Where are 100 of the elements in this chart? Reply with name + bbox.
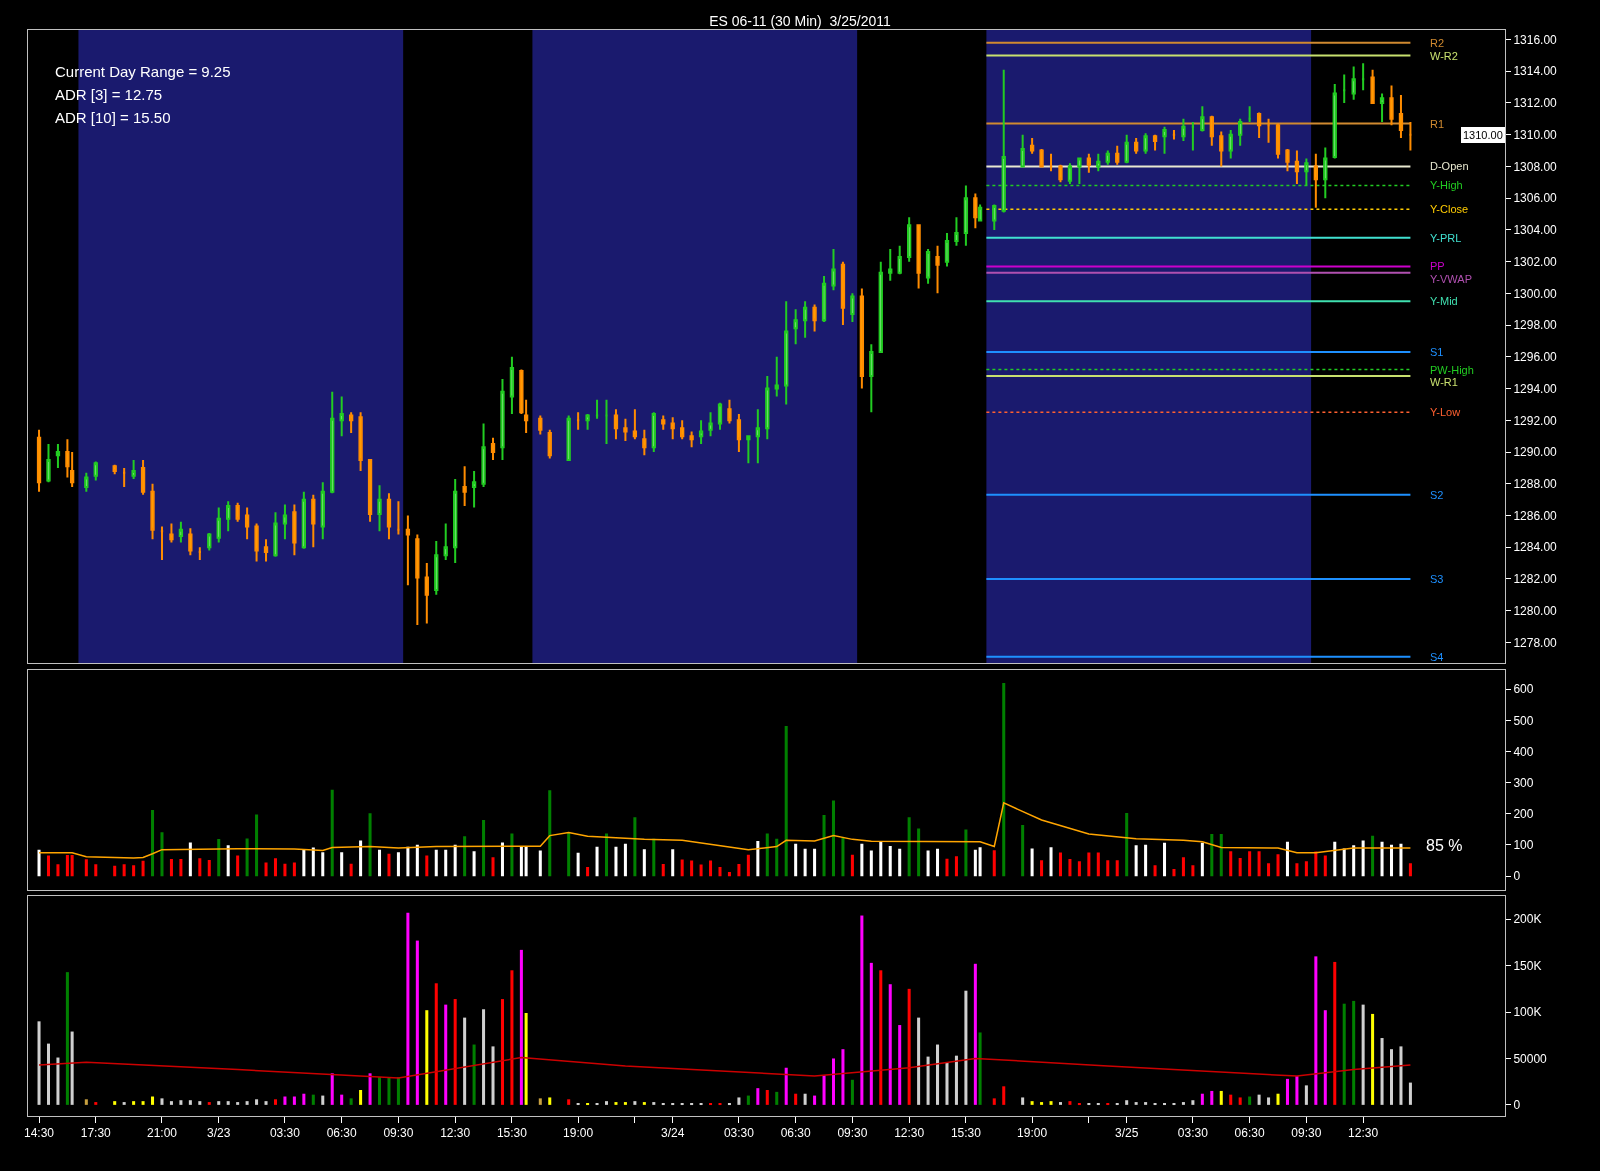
candlestick bbox=[1105, 149, 1110, 166]
x-tick-label: 03:30 bbox=[269, 1126, 301, 1141]
bar bbox=[84, 859, 88, 877]
candlestick bbox=[1238, 117, 1243, 147]
candlestick bbox=[1294, 149, 1300, 185]
bar bbox=[1408, 863, 1412, 877]
candlestick bbox=[765, 374, 770, 441]
candlestick bbox=[585, 412, 590, 431]
ref-line-label: Y-Low bbox=[1430, 406, 1461, 418]
bar bbox=[273, 1099, 277, 1105]
candlestick bbox=[453, 478, 458, 565]
bar bbox=[1304, 861, 1308, 877]
x-tick-label: 06:30 bbox=[1234, 1126, 1265, 1141]
bar bbox=[207, 1102, 211, 1105]
candlestick bbox=[977, 203, 983, 222]
bar bbox=[841, 1049, 845, 1105]
candlestick bbox=[1124, 133, 1129, 165]
bar bbox=[434, 983, 438, 1105]
candlestick bbox=[273, 511, 278, 558]
y-tick-label: 1296.00 bbox=[1513, 350, 1558, 365]
candlestick bbox=[46, 443, 51, 484]
candlestick bbox=[575, 411, 581, 431]
bar bbox=[122, 1102, 126, 1105]
bar bbox=[964, 829, 968, 877]
bar bbox=[775, 1091, 779, 1105]
x-tick-label: 03:30 bbox=[1177, 1126, 1209, 1141]
bar bbox=[141, 1101, 145, 1105]
bar bbox=[850, 1079, 854, 1105]
candlestick bbox=[916, 224, 921, 290]
y-tick-label: 1314.00 bbox=[1513, 64, 1558, 79]
candlestick bbox=[424, 562, 429, 625]
bar bbox=[37, 849, 41, 877]
bar bbox=[794, 1093, 798, 1105]
bar bbox=[1002, 1086, 1006, 1105]
bar bbox=[396, 852, 400, 877]
candlestick bbox=[1020, 133, 1025, 168]
candlestick bbox=[481, 422, 486, 488]
ref-line-label: Y-High bbox=[1430, 179, 1463, 191]
bar bbox=[283, 863, 287, 877]
x-tick-label: 15:30 bbox=[496, 1126, 528, 1141]
bar bbox=[614, 1102, 618, 1105]
candlestick bbox=[604, 398, 609, 446]
candlestick bbox=[1096, 152, 1101, 173]
bar bbox=[1087, 1103, 1091, 1106]
bar bbox=[1295, 1076, 1299, 1105]
ref-line-label: Y-Close bbox=[1430, 203, 1469, 215]
candlestick bbox=[1133, 136, 1139, 155]
bar bbox=[378, 1077, 382, 1105]
candlestick bbox=[547, 428, 552, 460]
y-tick-label: 1304.00 bbox=[1513, 223, 1558, 238]
bar bbox=[46, 1043, 51, 1105]
candlestick bbox=[992, 203, 997, 231]
candlestick bbox=[415, 533, 420, 626]
bar bbox=[169, 1101, 173, 1105]
y-tick-label: 200K bbox=[1513, 912, 1542, 927]
y-tick-label: 1280.00 bbox=[1513, 603, 1558, 618]
bar bbox=[879, 970, 883, 1105]
bar bbox=[926, 850, 930, 877]
bar bbox=[690, 1103, 694, 1106]
bar bbox=[813, 1095, 817, 1105]
x-tick-label: 06:30 bbox=[780, 1126, 811, 1141]
bar bbox=[340, 1094, 344, 1105]
candlestick bbox=[471, 470, 477, 509]
y-tick-label: 1292.00 bbox=[1513, 413, 1558, 428]
y-tick-label: 0 bbox=[1513, 1098, 1521, 1113]
candlestick bbox=[661, 414, 666, 431]
candlestick bbox=[1152, 133, 1158, 152]
bar bbox=[160, 1098, 164, 1105]
ref-line-label: Y-Mid bbox=[1430, 295, 1458, 307]
y-tick-label: 300 bbox=[1513, 775, 1534, 790]
candlestick bbox=[1370, 68, 1375, 104]
bar bbox=[907, 988, 911, 1105]
x-tick-label: 17:30 bbox=[80, 1126, 112, 1141]
candlestick bbox=[566, 414, 571, 461]
bar bbox=[368, 1073, 372, 1105]
bar bbox=[822, 815, 826, 877]
bar bbox=[406, 846, 410, 877]
bar bbox=[888, 845, 892, 877]
bar bbox=[709, 860, 713, 877]
bar bbox=[500, 842, 504, 877]
bar bbox=[1115, 860, 1119, 877]
bar bbox=[1125, 1100, 1129, 1105]
candlestick bbox=[216, 506, 221, 544]
bar bbox=[1248, 1096, 1252, 1105]
candlestick bbox=[292, 503, 297, 557]
bar bbox=[1172, 1103, 1176, 1106]
candlestick bbox=[396, 500, 401, 536]
candlestick bbox=[1029, 136, 1035, 155]
bar bbox=[1200, 1093, 1204, 1105]
bar bbox=[434, 849, 438, 877]
candlestick bbox=[973, 192, 978, 230]
candlestick bbox=[1351, 65, 1356, 101]
candlestick bbox=[140, 458, 146, 496]
bar bbox=[510, 970, 514, 1105]
bar bbox=[1399, 1046, 1403, 1105]
bar bbox=[1134, 845, 1138, 877]
bar bbox=[302, 849, 306, 877]
x-tick-label: 09:30 bbox=[383, 1126, 414, 1141]
bar bbox=[936, 1044, 940, 1105]
candlestick bbox=[897, 244, 902, 276]
